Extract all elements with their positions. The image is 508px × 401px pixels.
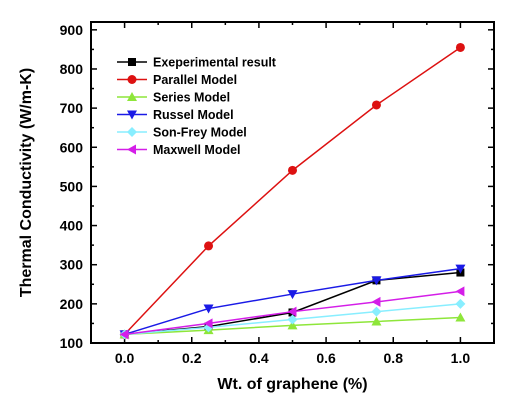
y-tick-label: 900 — [60, 22, 84, 38]
data-point-series-model — [287, 320, 298, 330]
y-tick-label: 800 — [60, 61, 84, 77]
x-tick-label: 0.4 — [249, 350, 269, 366]
data-point-son-frey-model — [455, 298, 466, 309]
x-tick-label: 0.6 — [316, 350, 336, 366]
y-tick-label: 300 — [60, 257, 84, 273]
data-point-maxwell-model — [203, 318, 213, 329]
legend-label-maxwell-model: Maxwell Model — [153, 143, 241, 157]
data-point-maxwell-model — [287, 306, 297, 317]
y-tick-label: 600 — [60, 139, 84, 155]
data-point-russel-model — [371, 276, 382, 286]
legend-marker-maxwell-model — [127, 144, 136, 155]
y-tick-label: 700 — [60, 100, 84, 116]
data-point-russel-model — [203, 304, 214, 314]
x-tick-label: 1.0 — [451, 350, 471, 366]
x-tick-label: 0.8 — [384, 350, 404, 366]
data-point-maxwell-model — [371, 296, 381, 307]
data-point-series-model — [371, 316, 382, 326]
y-tick-label: 200 — [60, 296, 84, 312]
legend-marker-russel-model — [127, 110, 137, 120]
x-axis-title: Wt. of graphene (%) — [217, 376, 367, 393]
y-tick-label: 500 — [60, 178, 84, 194]
legend-marker-parallel-model — [127, 75, 137, 84]
legend-label-series-model: Series Model — [153, 91, 230, 105]
x-tick-label: 0.2 — [182, 350, 202, 366]
legend-label-son-frey-model: Son-Frey Model — [153, 126, 247, 140]
legend-marker-series-model — [127, 92, 137, 101]
data-point-parallel-model — [371, 100, 381, 110]
legend-marker-son-frey-model — [127, 127, 137, 137]
legend-label-parallel-model: Parallel Model — [153, 73, 237, 87]
y-axis-title: Thermal Conductivity (W/m-K) — [18, 68, 35, 297]
legend-marker-exeperimental-result — [128, 58, 136, 66]
data-point-parallel-model — [455, 42, 465, 52]
data-point-parallel-model — [288, 165, 297, 175]
data-point-son-frey-model — [287, 314, 298, 325]
data-point-maxwell-model — [455, 286, 465, 297]
data-point-maxwell-model — [119, 329, 129, 340]
data-point-series-model — [455, 312, 466, 322]
x-tick-label: 0.0 — [115, 350, 135, 366]
plot-area: 100 200 300 400 500 600 700 800 900 0.0 0.2 0.4 0.6 0… — [60, 21, 495, 366]
data-point-russel-model — [287, 290, 298, 300]
legend-label-russel-model: Russel Model — [153, 108, 234, 122]
y-tick-label: 400 — [60, 218, 84, 234]
y-tick-label: 100 — [60, 335, 84, 351]
data-point-son-frey-model — [371, 306, 382, 317]
legend-label-exeperimental-result: Exeperimental result — [153, 56, 277, 70]
data-point-parallel-model — [204, 241, 214, 251]
data-point-russel-model — [455, 264, 466, 274]
